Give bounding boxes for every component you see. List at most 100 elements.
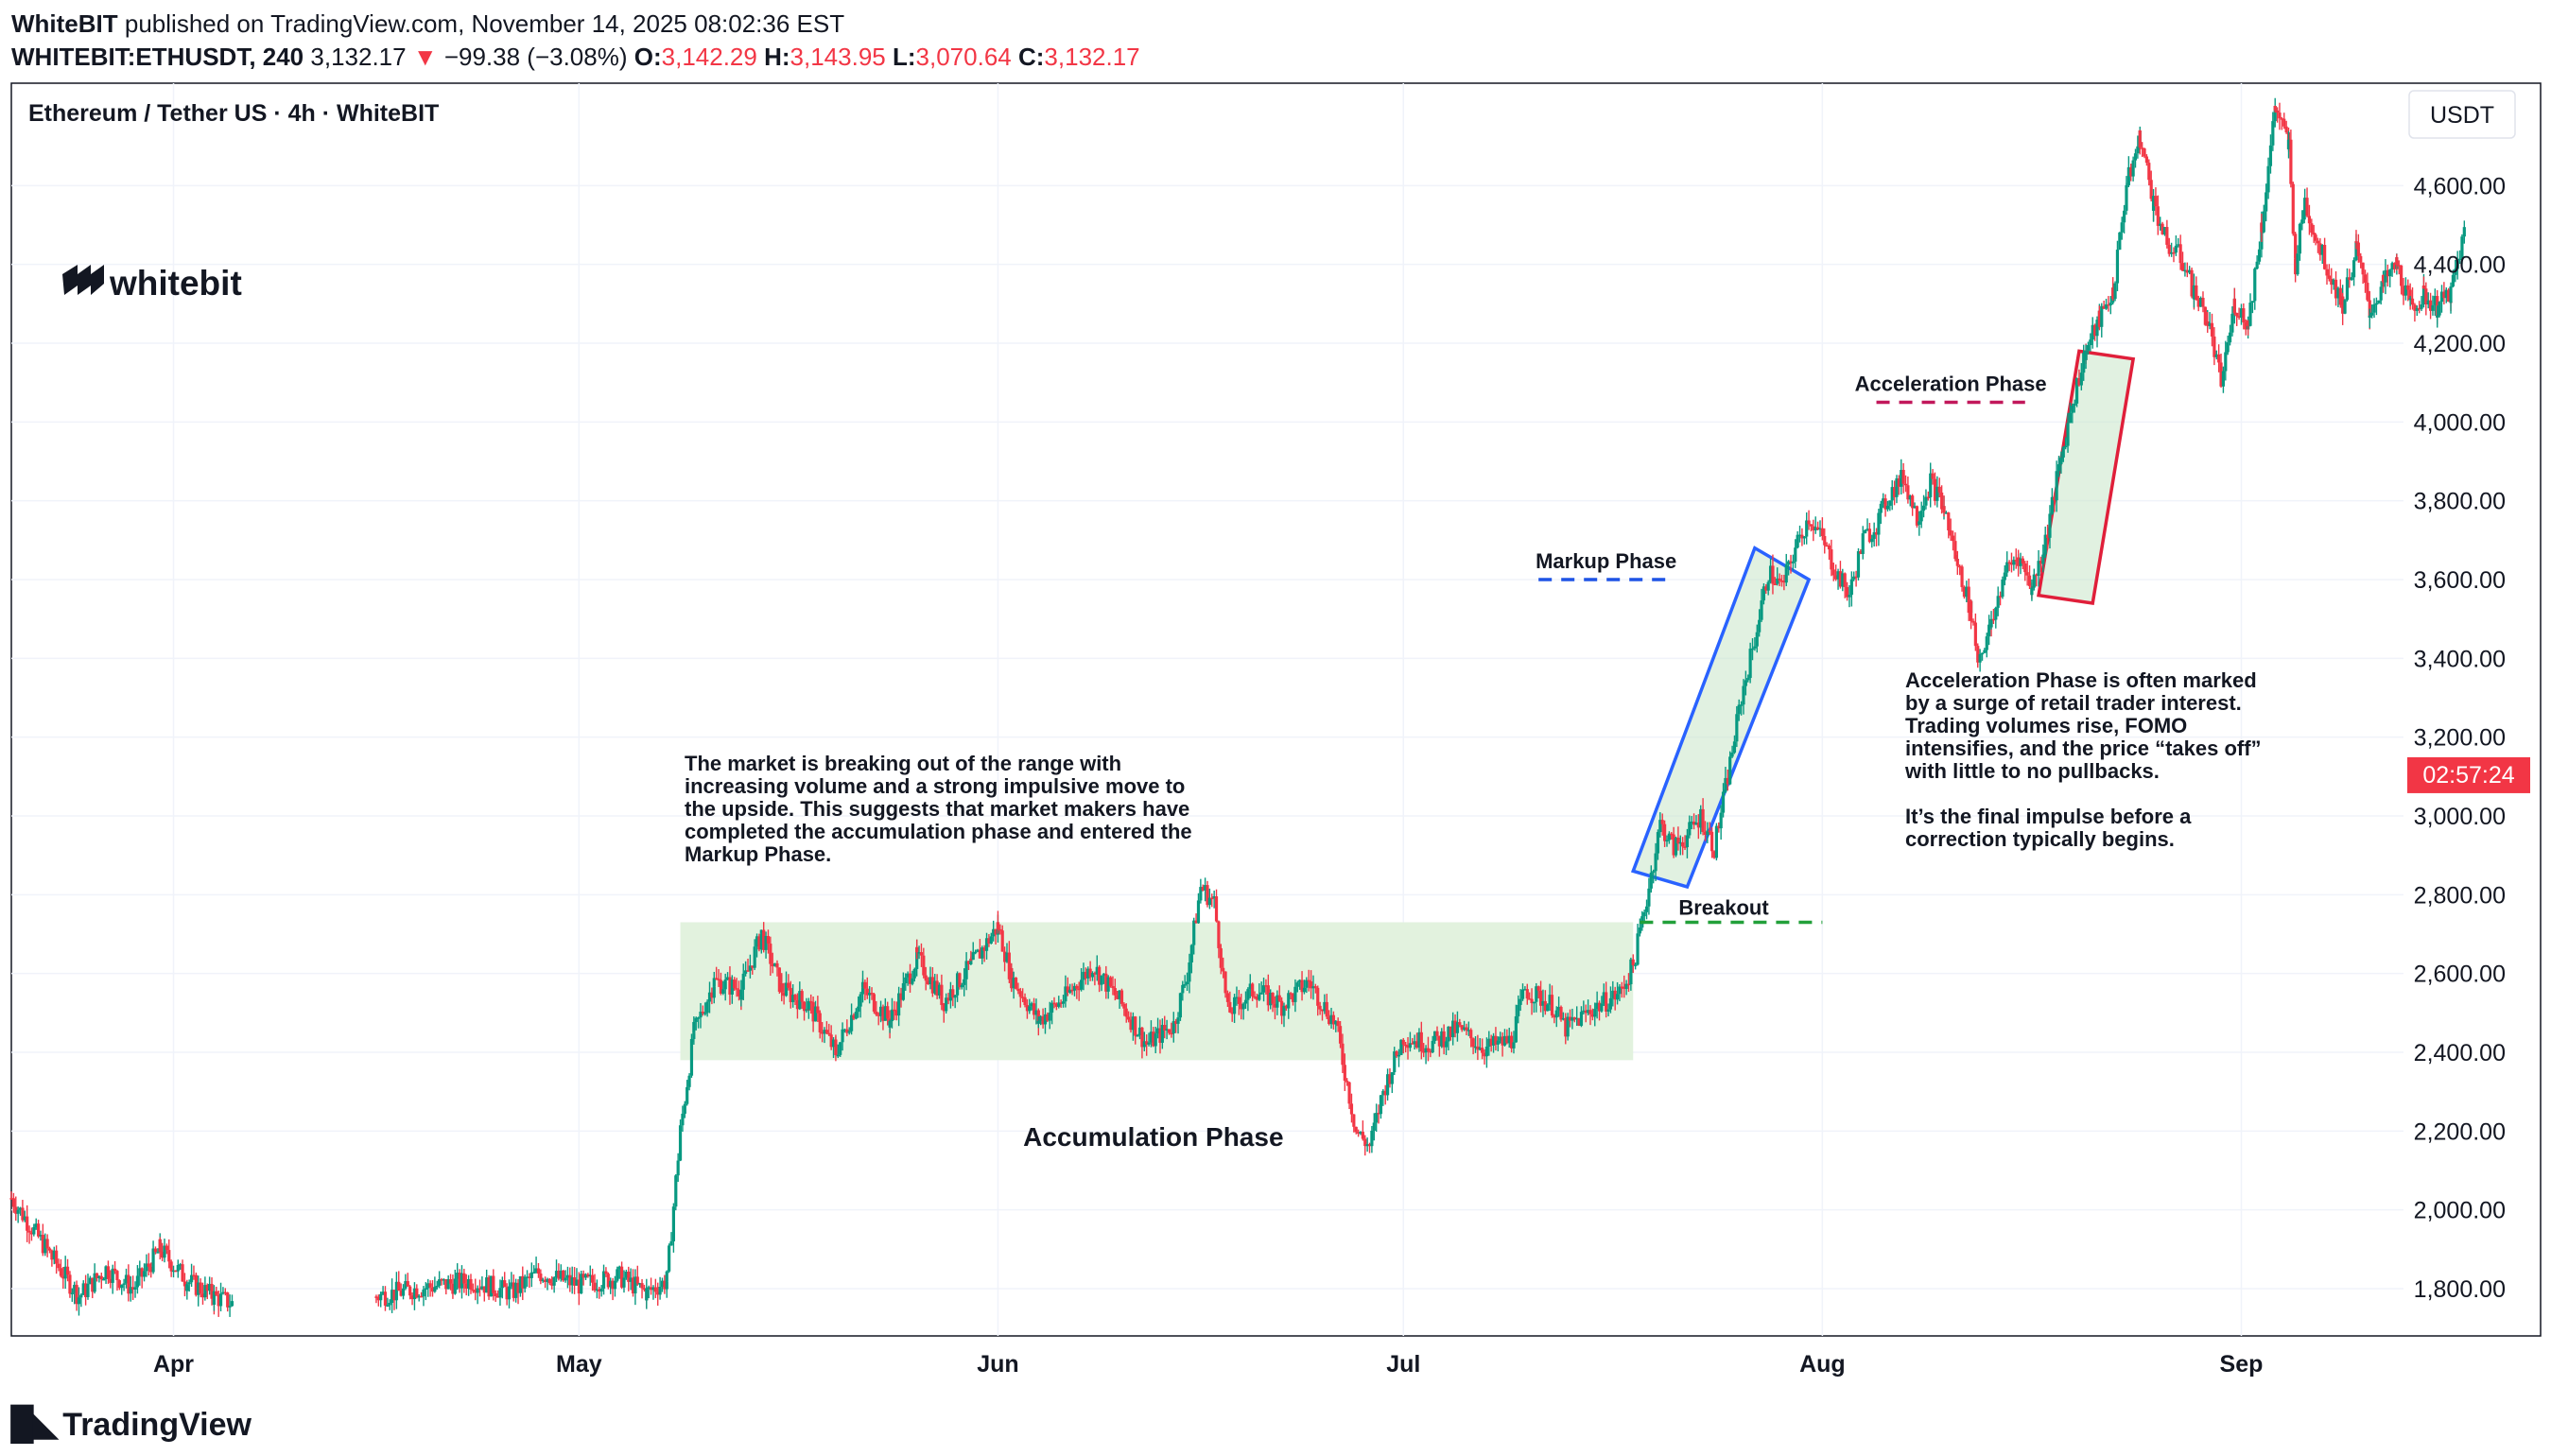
y-unit-label: USDT [2430, 102, 2494, 129]
candle-body [1771, 565, 1775, 584]
candle [1525, 983, 1529, 1005]
candle [124, 1268, 129, 1289]
candle-body [1431, 1040, 1434, 1053]
candle-body [1812, 526, 1815, 530]
candle-body [1320, 1009, 1325, 1012]
candle-body [1818, 528, 1822, 530]
candle [1755, 624, 1759, 653]
candle [1816, 521, 1820, 531]
candle-body [1167, 1029, 1171, 1033]
candle [2406, 279, 2410, 302]
candle [45, 1234, 49, 1257]
candle-body [1147, 1042, 1151, 1045]
candle-body [1043, 1014, 1048, 1025]
candle [2224, 340, 2228, 381]
candle [406, 1273, 409, 1287]
tradingview-logo[interactable]: ▉◣ TradingView [11, 1406, 252, 1444]
candle [1748, 642, 1752, 684]
candle-body [1225, 993, 1230, 1002]
high-label: H: [764, 43, 790, 71]
candle [1271, 992, 1275, 1013]
candle-body [1046, 1014, 1050, 1021]
candle [104, 1265, 108, 1284]
candle-body [120, 1284, 124, 1289]
candle-body [2310, 223, 2314, 234]
candle [1372, 1113, 1376, 1141]
candle-body [2454, 269, 2457, 275]
candle [935, 974, 939, 999]
candle-body [1291, 994, 1295, 1002]
candle [500, 1276, 504, 1299]
candle-body [1171, 1021, 1175, 1034]
candle [816, 996, 820, 1022]
candle [435, 1280, 439, 1290]
candle-body [1724, 777, 1727, 792]
candle [1807, 510, 1811, 530]
candle-body [676, 1160, 680, 1176]
candle [1582, 1000, 1586, 1015]
candle-body [1293, 986, 1297, 1002]
candle [2318, 238, 2322, 261]
candle-body [77, 1297, 81, 1299]
candle-body [849, 1014, 854, 1031]
candle-body [2077, 377, 2081, 386]
candle-body [1041, 1015, 1045, 1025]
candle-body [1111, 986, 1115, 989]
candle-body [1595, 1002, 1599, 1010]
candle-body [2286, 139, 2291, 149]
candle [1791, 554, 1795, 571]
candle [381, 1286, 385, 1295]
low-value: 3,070.64 [915, 43, 1012, 71]
candle-body [559, 1270, 563, 1279]
candle [1401, 1037, 1405, 1054]
candle-body [2055, 471, 2058, 501]
candle [1866, 518, 1869, 531]
candle [824, 1021, 828, 1035]
note-acceleration-line: Trading volumes rise, FOMO [1905, 714, 2187, 737]
candle-body [1266, 985, 1270, 1006]
candle-body [2314, 234, 2317, 241]
candle-body [1719, 812, 1723, 829]
candle [876, 1012, 880, 1026]
candle [1564, 1013, 1568, 1045]
candle-body [1532, 1001, 1536, 1004]
candle [1070, 983, 1074, 996]
candle-body [1401, 1039, 1405, 1045]
candle [1710, 827, 1714, 858]
candle [122, 1278, 126, 1291]
note-markup: The market is breaking out of the range … [685, 752, 1192, 866]
candle [1895, 475, 1899, 504]
candle [1406, 1036, 1410, 1060]
candle-body [9, 1198, 13, 1200]
candle [2421, 276, 2426, 289]
candle-body [1363, 1138, 1367, 1147]
candle [226, 1291, 230, 1312]
candle [1188, 953, 1191, 994]
acceleration-box [2037, 349, 2136, 605]
candle [77, 1287, 81, 1306]
candle-body [1025, 1005, 1030, 1012]
candle [1654, 842, 1657, 881]
candle [2208, 312, 2212, 330]
candle-body [1264, 985, 1268, 987]
candle-body [800, 991, 804, 1002]
candle-body [1989, 618, 1993, 628]
candle [554, 1259, 559, 1283]
candle [1212, 890, 1216, 909]
candle-body [2320, 245, 2324, 255]
candle-body [1484, 1047, 1489, 1057]
candle [1104, 965, 1108, 999]
candle-body [599, 1288, 603, 1292]
candle-body [872, 994, 876, 1012]
candle-body [2126, 166, 2130, 185]
y-tick-label: 4,000.00 [2414, 409, 2506, 436]
candle-body [171, 1270, 176, 1273]
candle-body [1553, 1015, 1556, 1018]
candle-body [904, 977, 908, 983]
note-markup-line: Markup Phase. [685, 842, 831, 866]
candle-body [2253, 269, 2257, 302]
candle-body [1269, 993, 1273, 1006]
candle-body [2141, 147, 2144, 149]
candle-body [1523, 989, 1527, 991]
